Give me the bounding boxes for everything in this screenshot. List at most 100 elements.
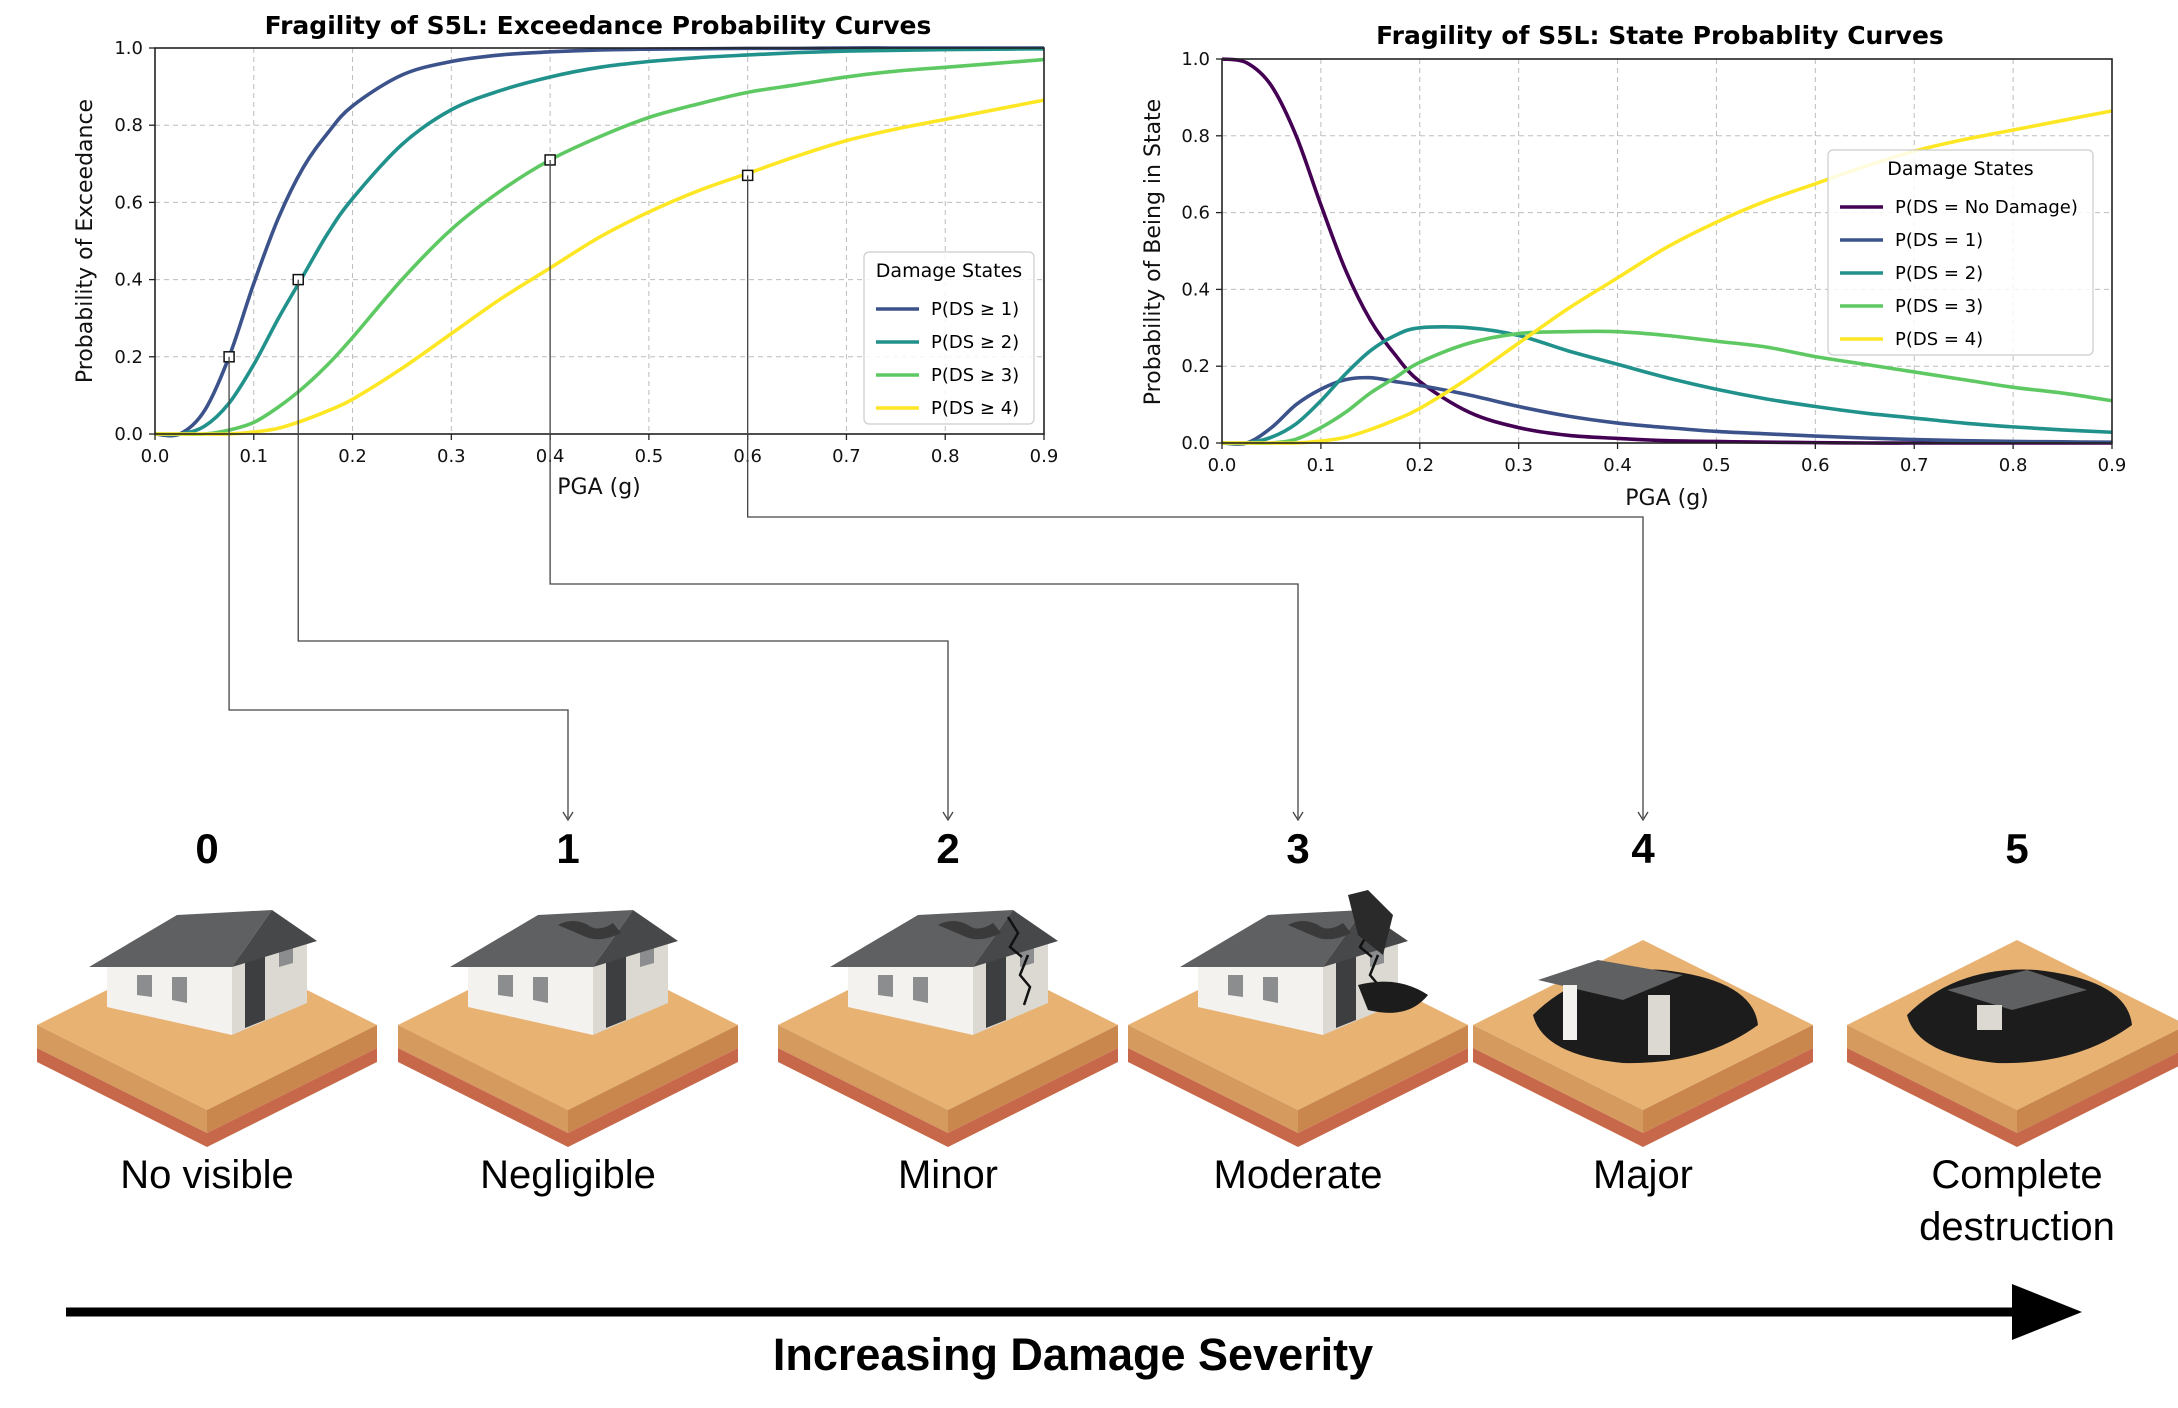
state-y-ticks: 0.0 0.2 0.4 0.6 0.8 1.0: [1181, 49, 1222, 454]
legend-entry: P(DS ≥ 1): [931, 299, 1019, 320]
x-tick-label: 0.2: [338, 446, 367, 467]
legend-entry: P(DS ≥ 3): [931, 365, 1019, 386]
exceedance-legend: Damage States P(DS ≥ 1) P(DS ≥ 2) P(DS ≥ 3)…: [863, 251, 1035, 425]
x-tick-label: 0.9: [1030, 446, 1059, 467]
x-tick-label: 0.9: [2098, 455, 2127, 476]
series-line: [155, 98, 1045, 436]
series-line: [1221, 375, 2113, 446]
ground-side: [1643, 1025, 1813, 1133]
state-legend: Damage States P(DS = No Damage) P(DS = 1) P…: [1827, 149, 2094, 356]
house-roof-gable: [232, 910, 317, 967]
legend-box: [1827, 149, 2094, 356]
legend-entry: P(DS = 3): [1895, 296, 1983, 317]
ground-side: [1128, 1025, 1298, 1133]
y-tick-label: 0.6: [1181, 203, 1210, 224]
connector-line: [297, 279, 949, 818]
ground-base: [1128, 1048, 1298, 1147]
x-tick-label: 0.3: [1504, 455, 1533, 476]
ground-base: [1643, 1048, 1813, 1147]
house-door: [1336, 955, 1356, 1028]
damage-level-label: Complete: [1931, 1153, 2102, 1197]
legend-entry: P(DS = 1): [1895, 230, 1983, 251]
ground-side: [398, 1025, 568, 1133]
house-door: [986, 955, 1006, 1028]
damage-level-1: 1 Negligible: [398, 825, 738, 1197]
legend-entry: P(DS ≥ 2): [931, 332, 1019, 353]
roof-damage: [938, 921, 1001, 940]
roof-damage: [1288, 921, 1351, 940]
collapse-debris: [1358, 981, 1428, 1013]
ground-base: [1298, 1048, 1468, 1147]
ground-side: [2017, 1029, 2178, 1133]
connector-arrowhead: [942, 811, 954, 822]
house-roof: [450, 910, 633, 967]
broken-wall: [1563, 985, 1577, 1040]
state-y-label: Probability of Being in State: [1141, 99, 1166, 405]
y-tick-label: 1.0: [1181, 49, 1210, 70]
rubble-pile: [1533, 969, 1758, 1064]
ground-side: [568, 1025, 738, 1133]
house-roof: [1180, 910, 1363, 967]
series-line: [154, 46, 1045, 437]
ground-side: [37, 1025, 207, 1133]
legend-title: Damage States: [1887, 158, 2033, 180]
legend-box: [863, 251, 1035, 425]
legend-entry: P(DS = 2): [1895, 263, 1983, 284]
house-window: [1228, 975, 1243, 997]
y-tick-label: 0.0: [1181, 433, 1210, 454]
connector-line: [549, 159, 1299, 818]
y-tick-label: 0.8: [114, 115, 143, 136]
x-tick-label: 0.8: [931, 446, 960, 467]
series-line: [1222, 329, 2113, 446]
y-tick-label: 0.2: [1181, 356, 1210, 377]
x-tick-label: 0.3: [437, 446, 466, 467]
house-window: [498, 975, 513, 997]
x-tick-label: 0.5: [635, 446, 664, 467]
exceedance-plot-frame: [154, 47, 1045, 435]
state-chart-title: Fragility of S5L: State Probablity Curve…: [1376, 21, 1944, 50]
damage-level-number: 2: [936, 825, 959, 872]
ground-base: [1847, 1048, 2017, 1147]
damage-level-number: 1: [556, 825, 579, 872]
connector-arrowhead: [562, 811, 574, 822]
exceedance-y-label: Probability of Exceedance: [73, 99, 98, 383]
ground-base: [2017, 1052, 2178, 1147]
y-tick-label: 0.6: [114, 192, 143, 213]
house-roof: [89, 910, 272, 967]
ground-side: [1847, 1025, 2017, 1133]
state-chart: Fragility of S5L: State Probablity Curve…: [1141, 21, 2126, 511]
house-window: [172, 977, 187, 1003]
damage-level-number: 3: [1286, 825, 1309, 872]
broken-roof: [1348, 890, 1393, 955]
debris: [1977, 1005, 2002, 1030]
broken-wall: [1648, 995, 1670, 1055]
house-window: [913, 977, 928, 1003]
ground-side: [1298, 1025, 1468, 1133]
legend-entry: P(DS ≥ 4): [931, 398, 1019, 419]
ground-side: [207, 1025, 377, 1133]
y-tick-label: 0.4: [1181, 279, 1210, 300]
house-door: [245, 955, 265, 1028]
x-tick-label: 0.0: [141, 446, 170, 467]
exceedance-chart: Fragility of S5L: Exceedance Probability…: [73, 11, 1058, 500]
x-tick-label: 0.7: [1900, 455, 1929, 476]
exceedance-x-label: PGA (g): [557, 475, 641, 500]
x-tick-label: 0.1: [1307, 455, 1336, 476]
y-tick-label: 0.4: [114, 270, 143, 291]
y-tick-label: 0.0: [114, 424, 143, 445]
house-roof: [830, 910, 1013, 967]
damage-level-number: 4: [1631, 825, 1655, 872]
legend-entry: P(DS = No Damage): [1895, 197, 2078, 218]
severity-arrow: [66, 1284, 2082, 1340]
x-tick-label: 0.1: [239, 446, 268, 467]
house-roof-gable: [593, 910, 678, 967]
ground-base: [568, 1048, 738, 1147]
legend-entry: P(DS = 4): [1895, 329, 1983, 350]
y-tick-label: 1.0: [114, 38, 143, 59]
exceedance-y-ticks: 0.0 0.2 0.4 0.6 0.8 1.0: [114, 38, 155, 445]
legend-title: Damage States: [876, 260, 1022, 282]
x-tick-label: 0.8: [1999, 455, 2028, 476]
x-tick-label: 0.4: [1603, 455, 1632, 476]
collapsed-roof: [1947, 970, 2087, 1010]
state-x-label: PGA (g): [1625, 486, 1709, 511]
